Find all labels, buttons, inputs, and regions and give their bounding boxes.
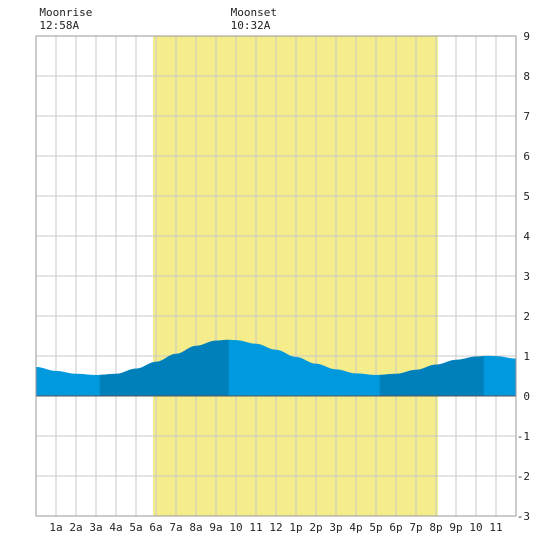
tide-area-segment [99,339,230,397]
x-tick-label: 11 [489,521,502,534]
x-tick-label: 8p [429,521,442,534]
x-tick-label: 4p [349,521,362,534]
y-tick-label: 4 [523,230,530,243]
x-tick-label: 11 [249,521,262,534]
x-tick-label: 2a [69,521,82,534]
y-tick-label: 8 [523,70,530,83]
x-tick-label: 3a [89,521,102,534]
x-tick-label: 3p [329,521,342,534]
x-tick-label: 6a [149,521,162,534]
moon-event: Moonrise 12:58A [39,6,92,32]
grid-layer [35,35,517,517]
axis-layer [35,35,517,517]
y-tick-label: -3 [517,510,530,523]
x-tick-label: 12 [269,521,282,534]
x-tick-label: 1a [49,521,62,534]
y-tick-label: 5 [523,190,530,203]
x-tick-label: 10 [469,521,482,534]
y-tick-label: 3 [523,270,530,283]
y-tick-label: 2 [523,310,530,323]
tide-area-segment [379,355,485,397]
tide-area-segment [483,355,517,397]
x-tick-label: 10 [229,521,242,534]
x-tick-label: 7p [409,521,422,534]
moon-event: Moonset 10:32A [231,6,277,32]
tide-area-segment [35,366,101,397]
moon-event-time: 10:32A [230,19,271,32]
y-tick-label: -2 [517,470,530,483]
moon-event-label: Moonset [230,6,277,19]
y-tick-label: 6 [523,150,530,163]
y-tick-label: 7 [523,110,530,123]
y-tick-label: -1 [517,430,530,443]
tide-area-segment [228,339,381,397]
x-tick-label: 9a [209,521,222,534]
y-tick-label: 9 [523,30,530,43]
x-tick-label: 7a [169,521,182,534]
x-tick-label: 2p [309,521,322,534]
moon-event-time: 12:58A [39,19,80,32]
x-tick-label: 4a [109,521,122,534]
x-tick-label: 6p [389,521,402,534]
tide-area-layer [35,339,517,397]
y-tick-label: 0 [523,390,530,403]
y-tick-labels: 9 8 7 6 5 4 3 2 1 0 -1 -2 -3 [517,30,531,523]
plot-frame [35,35,517,517]
moon-event-label: Moonrise [39,6,93,19]
x-tick-label: 9p [449,521,462,534]
x-tick-label: 5a [129,521,142,534]
x-tick-label: 1p [289,521,302,534]
x-tick-label: 5p [369,521,382,534]
y-tick-label: 1 [523,350,530,363]
x-tick-label: 8a [189,521,202,534]
x-tick-labels: 1a 2a 3a 4a 5a 6a 7a 8a 9a 10 11 12 1p 2p 3p 4p 5p 6p 7p 8p… [49,521,502,534]
